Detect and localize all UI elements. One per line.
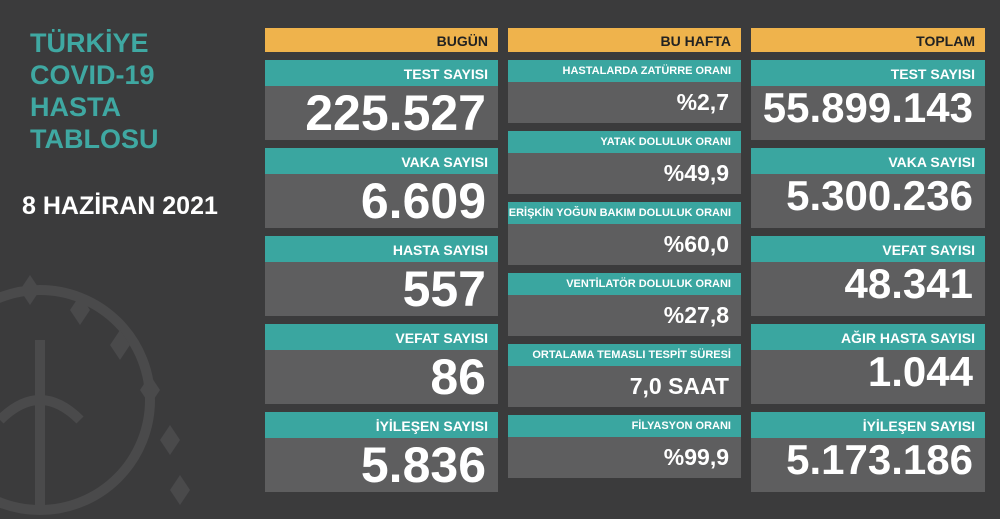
stat-card: ORTALAMA TEMASLI TESPİT SÜRESİ 7,0 SAAT — [508, 344, 741, 407]
stat-label: İYİLEŞEN SAYISI — [265, 412, 498, 438]
stat-card: VENTİLATÖR DOLULUK ORANI %27,8 — [508, 273, 741, 336]
stat-label: İYİLEŞEN SAYISI — [751, 412, 985, 438]
stat-card: YATAK DOLULUK ORANI %49,9 — [508, 131, 741, 194]
stat-label: VEFAT SAYISI — [265, 324, 498, 350]
stat-value: %49,9 — [663, 160, 729, 186]
stat-value: %99,9 — [663, 444, 729, 470]
stat-card: ERİŞKİN YOĞUN BAKIM DOLULUK ORANI %60,0 — [508, 202, 741, 265]
stat-value: 7,0 SAAT — [629, 373, 729, 399]
title-line: TÜRKİYE — [30, 28, 149, 58]
stat-value: %60,0 — [663, 231, 729, 257]
stat-value: 5.300.236 — [786, 172, 973, 219]
stat-value: 48.341 — [844, 260, 973, 307]
stat-label: HASTA SAYISI — [265, 236, 498, 262]
stat-card: VAKA SAYISI 6.609 — [265, 148, 498, 229]
watermark-logo — [0, 275, 190, 515]
stat-value: 55.899.143 — [762, 84, 973, 131]
stat-card: TEST SAYISI 55.899.143 — [751, 60, 985, 140]
stat-value: 557 — [402, 261, 486, 317]
stat-value: 5.173.186 — [786, 436, 973, 483]
stat-card: VEFAT SAYISI 86 — [265, 324, 498, 405]
title-line: HASTA — [30, 92, 121, 122]
stat-value: 86 — [430, 349, 486, 405]
stat-value: %2,7 — [676, 89, 729, 115]
stat-card: İYİLEŞEN SAYISI 5.836 — [265, 412, 498, 493]
stat-card: HASTALARDA ZATÜRRE ORANI %2,7 — [508, 60, 741, 123]
stat-value: 6.609 — [360, 173, 486, 229]
title-line: TABLOSU — [30, 124, 159, 154]
stat-value: 225.527 — [305, 85, 486, 141]
stat-label: AĞIR HASTA SAYISI — [751, 324, 985, 350]
stat-card: VEFAT SAYISI 48.341 — [751, 236, 985, 316]
stat-label: VAKA SAYISI — [265, 148, 498, 174]
title-line: COVID-19 — [30, 60, 155, 90]
column-header: BUGÜN — [265, 28, 498, 52]
stat-card: İYİLEŞEN SAYISI 5.173.186 — [751, 412, 985, 492]
stat-label: HASTALARDA ZATÜRRE ORANI — [508, 60, 741, 82]
stat-label: TEST SAYISI — [751, 60, 985, 86]
stat-card: FİLYASYON ORANI %99,9 — [508, 415, 741, 478]
stat-label: VEFAT SAYISI — [751, 236, 985, 262]
column-header: TOPLAM — [751, 28, 985, 52]
date: 8 HAZİRAN 2021 — [22, 192, 218, 220]
stat-value: 1.044 — [867, 348, 973, 395]
stat-label: VENTİLATÖR DOLULUK ORANI — [508, 273, 741, 295]
stat-value: 5.836 — [360, 437, 486, 493]
stat-value: %27,8 — [663, 302, 729, 328]
stat-label: VAKA SAYISI — [751, 148, 985, 174]
stat-card: AĞIR HASTA SAYISI 1.044 — [751, 324, 985, 404]
stat-card: HASTA SAYISI 557 — [265, 236, 498, 317]
stat-card: VAKA SAYISI 5.300.236 — [751, 148, 985, 228]
stat-label: YATAK DOLULUK ORANI — [508, 131, 741, 153]
stat-card: TEST SAYISI 225.527 — [265, 60, 498, 141]
stat-label: ORTALAMA TEMASLI TESPİT SÜRESİ — [508, 344, 741, 366]
stat-label: TEST SAYISI — [265, 60, 498, 86]
stat-label: FİLYASYON ORANI — [508, 415, 741, 437]
stat-label: ERİŞKİN YOĞUN BAKIM DOLULUK ORANI — [508, 202, 741, 224]
column-header: BU HAFTA — [508, 28, 741, 52]
